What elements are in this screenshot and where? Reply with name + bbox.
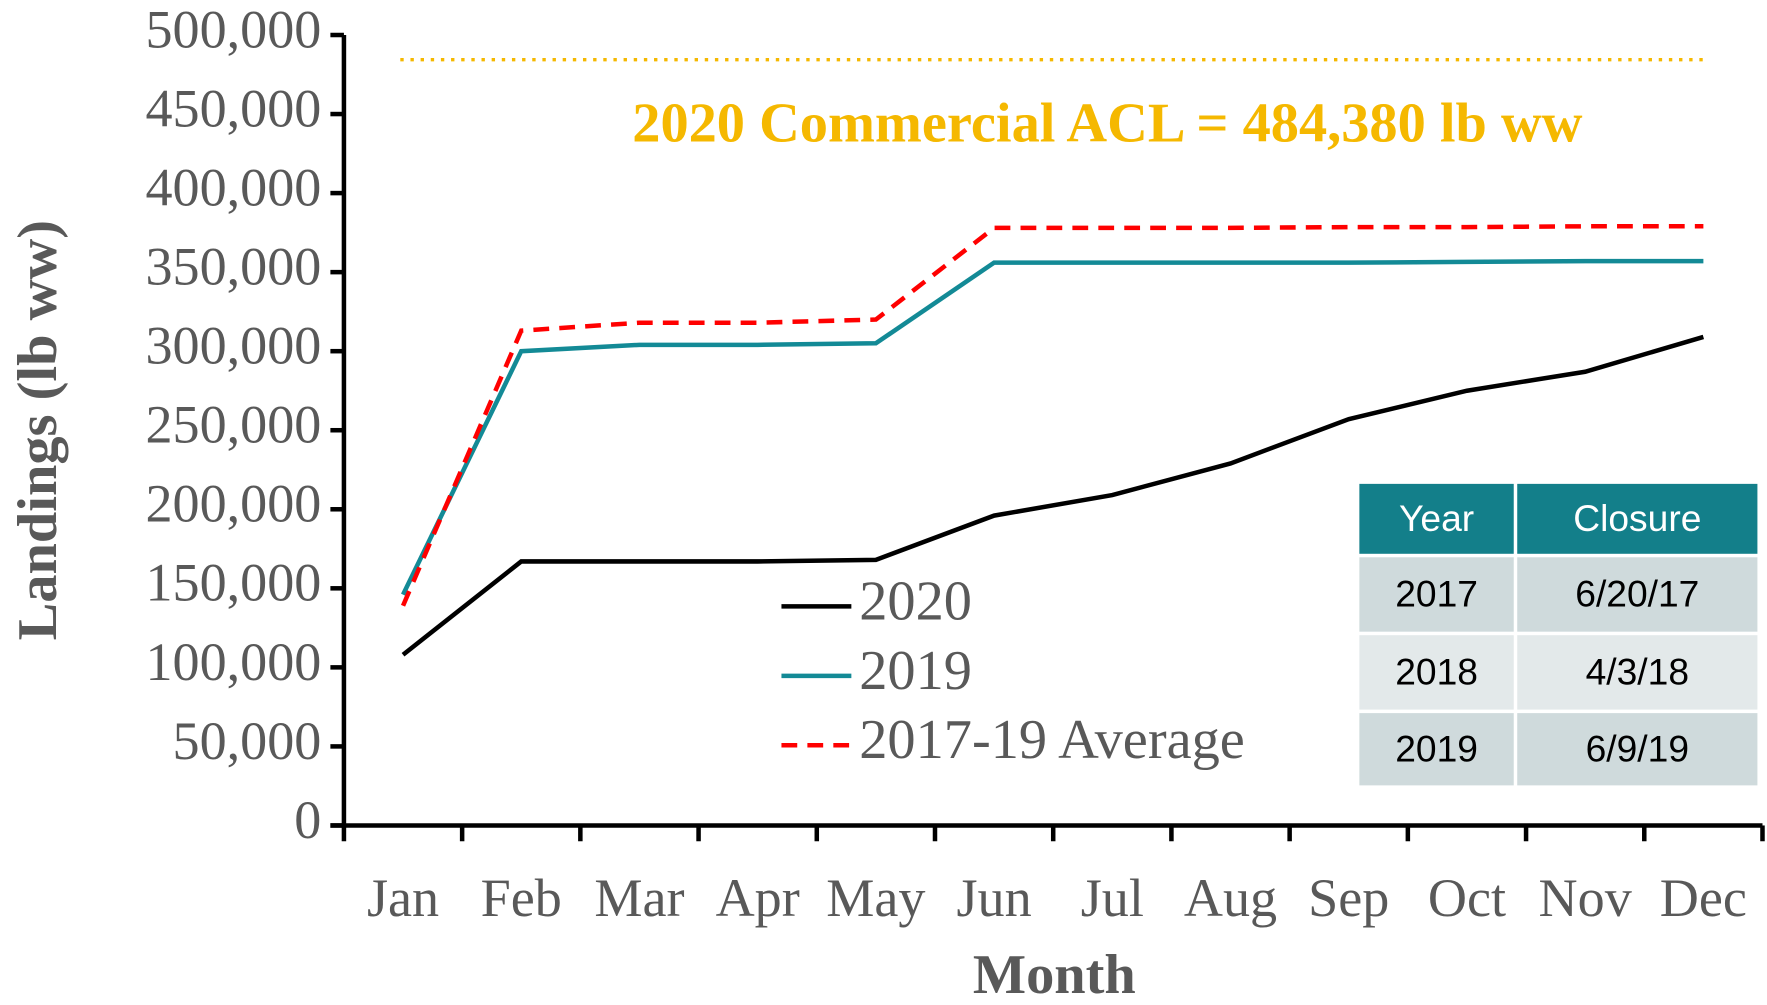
y-tick-label: 50,000	[173, 711, 322, 771]
x-tick-label: Sep	[1308, 868, 1389, 928]
y-tick-label: 400,000	[145, 157, 321, 217]
x-tick-label: May	[826, 868, 925, 928]
x-tick-label: Jul	[1081, 868, 1144, 928]
series-line	[401, 334, 1705, 657]
table-cell	[1513, 480, 1761, 558]
table-header: Closure	[1573, 497, 1701, 539]
y-tick-label: 250,000	[145, 395, 321, 455]
x-tick-label: Mar	[594, 868, 684, 928]
table-text: 2017	[1395, 573, 1478, 615]
y-axis-title: Landings (lb ww)	[7, 220, 69, 640]
x-tick-label: Nov	[1539, 868, 1633, 928]
x-tick-label: Feb	[481, 868, 562, 928]
table-text: 2019	[1395, 727, 1478, 769]
x-tick-label: Oct	[1428, 868, 1506, 928]
x-tick-label: Jan	[367, 868, 439, 928]
y-tick-label: 300,000	[145, 316, 321, 376]
y-tick-label: 150,000	[145, 553, 321, 613]
x-tick-label: Dec	[1660, 868, 1747, 928]
table-text: 6/20/17	[1575, 573, 1699, 615]
y-tick-label: 450,000	[145, 78, 321, 138]
table-cell	[1513, 553, 1761, 636]
table-text: 2018	[1395, 651, 1478, 693]
x-tick-label: Aug	[1184, 868, 1277, 928]
table-cell	[1355, 480, 1518, 558]
table-cell	[1513, 709, 1761, 789]
table-header: Year	[1399, 497, 1474, 539]
legend-label: 2019	[859, 640, 972, 702]
series-line	[401, 258, 1704, 596]
y-tick-label: 500,000	[145, 0, 321, 59]
table-text: 6/9/19	[1586, 727, 1689, 769]
y-tick-label: 0	[294, 790, 321, 850]
x-axis-title: Month	[973, 944, 1136, 1005]
legend-label: 2017-19 Average	[859, 709, 1245, 771]
table-cell	[1355, 631, 1518, 714]
y-tick-label: 200,000	[145, 474, 321, 534]
y-tick-label: 100,000	[145, 632, 321, 692]
x-tick-label: Jun	[957, 868, 1032, 928]
series-line	[400, 224, 1704, 607]
x-tick-label: Apr	[716, 868, 800, 928]
y-tick-label: 350,000	[145, 237, 321, 297]
table-text: 4/3/18	[1586, 651, 1689, 693]
annotation: 2020 Commercial ACL = 484,380 lb ww	[632, 93, 1582, 155]
legend-label: 2020	[859, 570, 972, 632]
